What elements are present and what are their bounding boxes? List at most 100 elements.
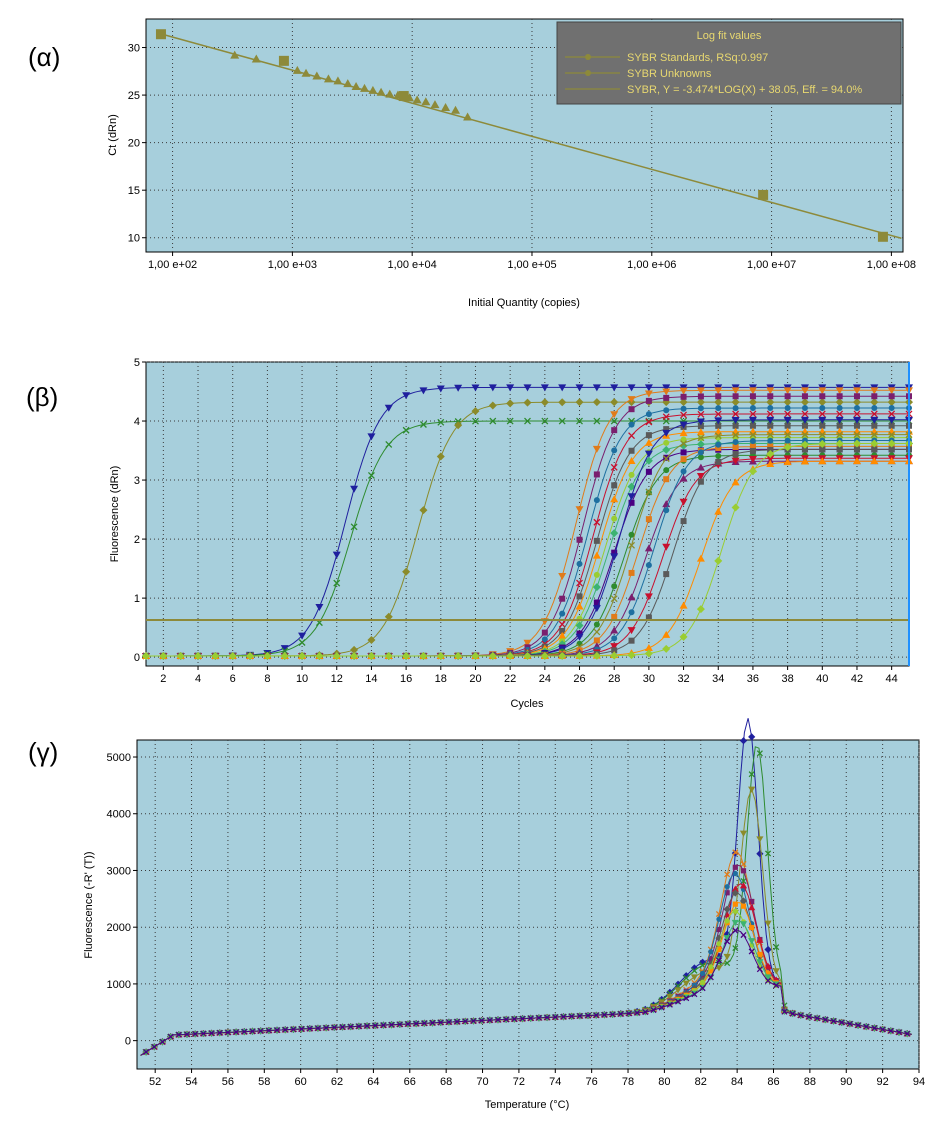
melt-point: [855, 1022, 862, 1029]
x-tick-label: 74: [549, 1076, 561, 1088]
melt-point: [691, 991, 698, 998]
amplification-point: [818, 439, 827, 448]
amplification-point: [610, 553, 619, 561]
x-tick-label: 36: [747, 673, 759, 685]
melt-point: [846, 1020, 853, 1027]
amplification-point: [835, 398, 844, 407]
melt-point: [306, 1025, 313, 1032]
amplification-point: [836, 422, 843, 429]
amplification-point: [748, 456, 757, 464]
melt-point: [895, 1029, 903, 1036]
amplification-point: [749, 438, 756, 445]
amplification-point: [627, 627, 636, 635]
amplification-point: [575, 651, 584, 660]
unknown-point: [412, 95, 422, 104]
amplification-point: [628, 421, 635, 428]
amplification-point: [783, 443, 792, 452]
amplification-point: [644, 456, 653, 465]
amplification-point: [333, 579, 341, 587]
amplification-point: [576, 536, 583, 543]
melt-point: [731, 919, 739, 927]
amplification-point: [384, 404, 393, 412]
melt-point: [764, 974, 772, 981]
amplification-point: [732, 422, 739, 429]
melt-point: [789, 1010, 796, 1017]
melt-point: [339, 1023, 346, 1031]
melt-point: [756, 966, 763, 973]
amplification-point: [576, 417, 583, 425]
standard-point: [877, 231, 888, 242]
amplification-point: [540, 651, 549, 660]
amplification-point: [611, 613, 618, 620]
amplification-point: [506, 417, 514, 425]
x-tick-label: 1,00 e+05: [507, 259, 556, 271]
melt-point: [331, 1024, 338, 1031]
melt-point: [200, 1030, 207, 1037]
melt-point: [683, 995, 690, 1002]
plot-area-gamma: [136, 739, 920, 1070]
amplification-point: [697, 410, 705, 418]
amplification-point: [402, 651, 411, 660]
amplification-point: [801, 393, 808, 400]
melt-point: [715, 934, 723, 942]
x-tick-label: 68: [440, 1076, 452, 1088]
amplification-point: [645, 516, 652, 523]
melt-point: [732, 927, 739, 934]
amplification-point: [801, 431, 809, 439]
amplification-point: [454, 384, 463, 392]
amplification-point: [749, 447, 756, 454]
standard-point: [758, 189, 769, 200]
melt-point: [609, 1011, 616, 1018]
x-tick-label: 94: [913, 1076, 925, 1088]
amplification-point: [680, 456, 687, 463]
amplification-point: [610, 398, 619, 407]
amplification-point: [541, 636, 548, 643]
amplification-point: [662, 644, 671, 653]
melt-point: [404, 1020, 412, 1028]
amplification-point: [246, 651, 255, 660]
melt-point: [183, 1031, 191, 1038]
melt-point: [797, 1012, 804, 1019]
amplification-point: [732, 439, 739, 446]
amplification-point: [628, 447, 635, 454]
melt-point: [314, 1025, 322, 1032]
amplification-point: [644, 593, 653, 601]
amplification-point: [628, 471, 635, 478]
unknown-point: [301, 68, 311, 77]
melt-point: [723, 930, 731, 938]
amplification-point: [853, 405, 860, 412]
amplification-point: [800, 398, 809, 407]
melt-point: [674, 998, 682, 1005]
amplification-point: [680, 393, 687, 400]
y-tick-label: 4000: [107, 809, 131, 821]
amplification-point: [592, 384, 601, 392]
amplification-point: [732, 450, 739, 457]
amplification-point: [644, 644, 653, 652]
amplification-point: [836, 410, 844, 418]
amplification-point: [662, 388, 671, 396]
melt-point: [723, 953, 731, 961]
melt-point: [871, 1024, 878, 1032]
x-tick-label: 10: [296, 673, 308, 685]
amplification-point: [663, 476, 670, 483]
amplification-point: [280, 645, 289, 653]
melt-point: [544, 1014, 551, 1021]
melt-point: [723, 905, 731, 913]
amplification-point: [627, 384, 636, 392]
amplification-point: [801, 422, 808, 429]
y-ticks-beta: 0 1 2 3 4 5: [134, 357, 146, 664]
melt-point: [740, 931, 747, 939]
amplification-point: [472, 417, 479, 425]
amplification-point: [663, 571, 670, 578]
amplification-point: [748, 387, 757, 395]
standard-point: [398, 91, 409, 102]
melt-point: [772, 968, 780, 975]
x-axis-label-gamma: Temperature (°C): [485, 1099, 569, 1111]
melt-point: [560, 1013, 567, 1020]
amplification-point: [766, 416, 775, 424]
melt-point: [437, 1019, 444, 1026]
y-tick-label: 2: [134, 534, 140, 546]
melt-point: [634, 1009, 641, 1016]
legend-entry-standards: SYBR Standards, RSq:0.997: [627, 52, 768, 64]
melt-point: [691, 967, 698, 974]
